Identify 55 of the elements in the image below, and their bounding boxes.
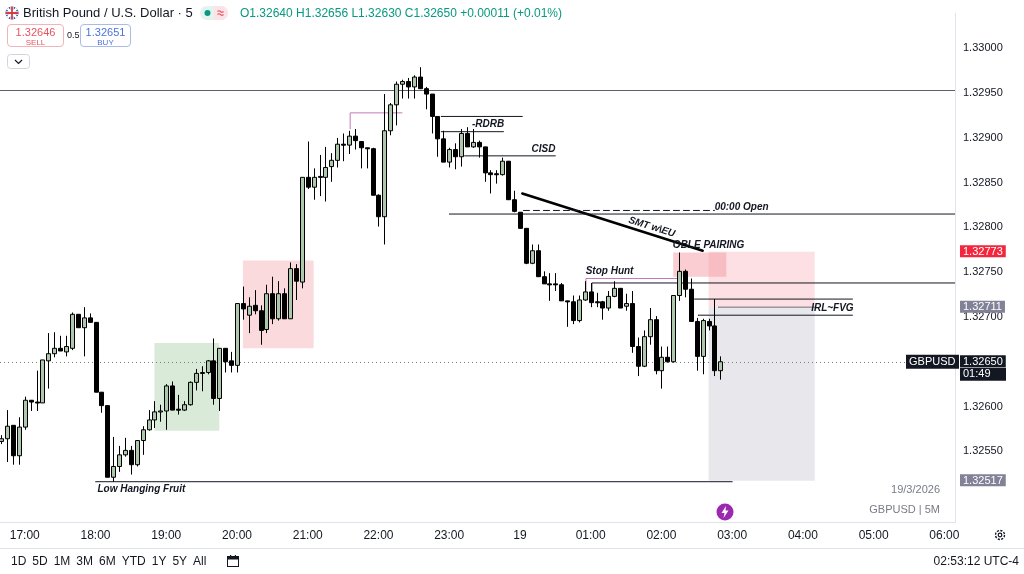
- x-tick-label: 03:00: [717, 527, 748, 542]
- y-tick-label: 1.32950: [963, 86, 1003, 99]
- text: All: [193, 554, 207, 568]
- x-tick-label: 19:00: [151, 527, 182, 542]
- x-tick-label: 01:00: [575, 527, 607, 542]
- annotation: SMT w\EU: [627, 213, 678, 240]
- text: YTD: [121, 554, 146, 568]
- y-tick-label: 1.32650: [963, 354, 1003, 367]
- annotation: Stop Hunt: [585, 265, 635, 277]
- annotation: Low Hanging Fruit: [97, 483, 186, 495]
- x-tick-label: 18:00: [80, 527, 111, 542]
- y-tick-label: 1.33000: [963, 41, 1003, 54]
- annotation: 1.32646: [14, 26, 57, 38]
- text: 6M: [99, 554, 116, 568]
- y-tick-label: 1.32600: [963, 399, 1003, 412]
- chart-subtitle: O1.32640 H1.32656 L1.32630 C1.32650 +0.00011 (+0.01%): [240, 6, 563, 21]
- y-tick-label: 1.32700: [963, 310, 1003, 323]
- y-tick-label: 1.32711: [963, 300, 1002, 313]
- annotation: 1.32651: [84, 26, 127, 38]
- y-tick-label: 1.32850: [963, 175, 1003, 188]
- chart-title: British Pound / U.S. Dollar · 5: [23, 5, 193, 21]
- y-tick-label: 1.32900: [963, 130, 1003, 143]
- text: 1D: [11, 554, 27, 568]
- text: 3M: [76, 554, 94, 568]
- ref-line-label: GBPUSD: [909, 355, 956, 368]
- x-tick-label: 02:00: [646, 527, 677, 542]
- text: 02:53:12 UTC-4: [933, 554, 1019, 568]
- text: 1M: [53, 554, 71, 568]
- x-tick-label: 05:00: [858, 527, 889, 542]
- annotation: -RDRB: [472, 118, 505, 130]
- text: 1Y: [151, 554, 167, 568]
- x-tick-label: 20:00: [221, 527, 253, 542]
- x-tick-label: 17:00: [9, 527, 41, 542]
- y-tick-label: 1.32773: [963, 244, 1003, 257]
- annotation: CISD: [531, 142, 556, 154]
- annotation: BUY: [96, 38, 115, 47]
- y-tick-label: 1.32800: [963, 220, 1003, 233]
- text: 01:49: [963, 367, 991, 380]
- y-tick-label: 1.32517: [963, 473, 1003, 486]
- y-tick-label: 1.32550: [963, 444, 1003, 457]
- annotation: SELL: [24, 38, 47, 47]
- x-tick-label: 06:00: [929, 527, 960, 542]
- annotation: GBPUSD | 5M: [869, 502, 940, 517]
- annotation: IRL~FVG: [811, 301, 854, 313]
- annotation: 00:00 Open: [714, 200, 769, 212]
- x-tick-label: 22:00: [363, 527, 394, 542]
- annotation: 19/3/2026: [890, 482, 940, 497]
- x-tick-label: 21:00: [292, 527, 324, 542]
- x-tick-label: 04:00: [787, 527, 819, 542]
- text: 5Y: [172, 554, 188, 568]
- y-tick-label: 1.32750: [963, 265, 1003, 278]
- x-tick-label: 23:00: [434, 527, 465, 542]
- text: 5D: [32, 554, 48, 568]
- x-tick-label: 19: [513, 527, 527, 542]
- annotation: 0.5: [67, 30, 80, 40]
